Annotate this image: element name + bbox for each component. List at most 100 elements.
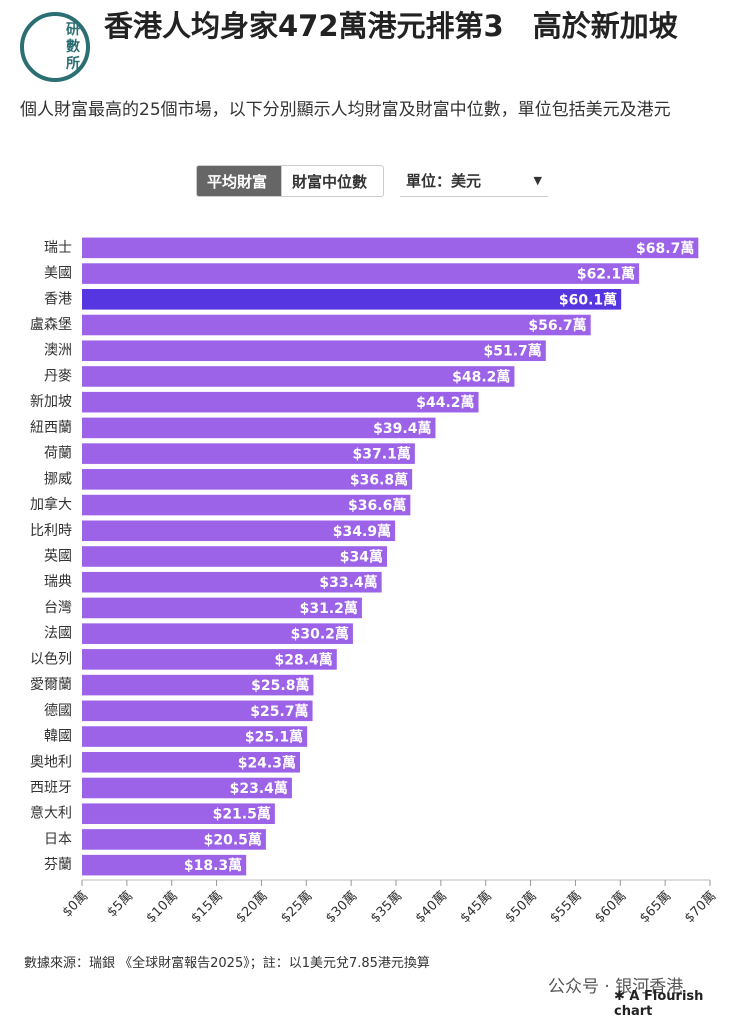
x-tick-label: $65萬 bbox=[637, 889, 674, 926]
bar bbox=[82, 494, 411, 516]
value-label: $51.7萬 bbox=[484, 343, 542, 360]
bar bbox=[82, 623, 353, 644]
y-tick-label: 愛爾蘭 bbox=[30, 677, 72, 693]
logo-char: 所 bbox=[66, 55, 80, 72]
bar bbox=[82, 674, 314, 696]
bar bbox=[82, 469, 413, 490]
y-tick-label: 丹麥 bbox=[44, 368, 72, 384]
value-label: $34萬 bbox=[340, 549, 383, 566]
dropdown-arrow: ▼ bbox=[533, 174, 542, 187]
x-tick-label: $30萬 bbox=[323, 889, 360, 926]
y-tick-label: 德國 bbox=[44, 703, 72, 719]
value-label: $60.1萬 bbox=[559, 291, 617, 308]
bar bbox=[82, 777, 292, 799]
bar bbox=[82, 443, 415, 464]
x-tick-label: $10萬 bbox=[144, 889, 181, 926]
value-label: $68.7萬 bbox=[636, 240, 694, 257]
bar bbox=[82, 289, 622, 310]
y-tick-label: 瑞士 bbox=[44, 240, 72, 256]
y-tick-label: 芬蘭 bbox=[44, 857, 72, 873]
dropdown-label: 單位：美元 bbox=[406, 172, 482, 190]
y-tick-label: 瑞典 bbox=[44, 574, 72, 590]
value-label: $56.7萬 bbox=[528, 317, 586, 334]
x-tick-label: $70萬 bbox=[682, 889, 719, 926]
value-label: $48.2萬 bbox=[452, 368, 510, 385]
bar bbox=[82, 263, 640, 284]
logo: 研 數 所 bbox=[20, 12, 90, 82]
bar bbox=[82, 391, 479, 413]
y-tick-label: 澳洲 bbox=[44, 343, 72, 359]
x-tick-label: $40萬 bbox=[413, 889, 450, 926]
y-tick-label: 奧地利 bbox=[30, 754, 72, 770]
x-tick-label: $25萬 bbox=[278, 889, 315, 926]
bar bbox=[82, 314, 591, 336]
value-label: $23.4萬 bbox=[230, 780, 288, 797]
y-tick-label: 日本 bbox=[44, 831, 72, 847]
subtitle: 個人財富最高的25個市場，以下分別顯示人均財富及財富中位數，單位包括美元及港元 bbox=[20, 100, 671, 120]
bar bbox=[82, 803, 275, 824]
y-tick-label: 荷蘭 bbox=[44, 446, 72, 462]
y-tick-label: 新加坡 bbox=[30, 394, 72, 410]
value-label: $21.5萬 bbox=[213, 806, 271, 823]
y-tick-label: 比利時 bbox=[30, 523, 72, 539]
x-tick-label: $50萬 bbox=[503, 889, 540, 926]
x-tick-label: $60萬 bbox=[592, 889, 629, 926]
chart: $0萬 $5萬 $10萬 $15萬 $20萬 $25萬 $30萬 $35萬 $40萬 $45萬 $5… bbox=[30, 237, 719, 926]
y-tick-label: 意大利 bbox=[30, 805, 72, 822]
value-label: $36.6萬 bbox=[348, 497, 406, 514]
value-label: $62.1萬 bbox=[577, 266, 635, 283]
y-tick-label: 以色列 bbox=[30, 650, 72, 667]
y-tick-label: 英國 bbox=[44, 548, 72, 565]
value-label: $25.1萬 bbox=[245, 729, 303, 746]
watermark: 公众号 · 银河香港 bbox=[548, 977, 684, 997]
y-tick-label: 法國 bbox=[44, 626, 72, 642]
x-tick-label: $0萬 bbox=[60, 889, 91, 920]
bar bbox=[82, 237, 699, 259]
y-tick-label: 紐西蘭 bbox=[30, 420, 72, 436]
bar bbox=[82, 751, 301, 773]
value-label: $37.1萬 bbox=[353, 446, 411, 463]
bar bbox=[82, 854, 247, 876]
source-note: 數據來源：瑞銀 《全球財富報告2025》；註：以1美元兌7.85港元換算 bbox=[24, 956, 430, 971]
value-label: $28.4萬 bbox=[274, 651, 332, 668]
value-label: $33.4萬 bbox=[319, 574, 377, 591]
bar bbox=[82, 700, 313, 722]
credit-text: A Flourish chart bbox=[614, 989, 704, 1019]
value-label: $20.5萬 bbox=[204, 831, 262, 848]
bar bbox=[82, 829, 266, 850]
bar bbox=[82, 417, 436, 439]
bar bbox=[82, 520, 396, 542]
tab[interactable]: 平均財富 bbox=[196, 165, 282, 197]
value-label: $24.3萬 bbox=[238, 754, 296, 771]
y-tick-label: 台灣 bbox=[44, 600, 72, 616]
dropdown[interactable]: 單位：美元 ▼ bbox=[400, 165, 548, 197]
x-tick-label: $35萬 bbox=[368, 889, 405, 926]
value-label: $25.7萬 bbox=[250, 703, 308, 720]
value-label: $36.8萬 bbox=[350, 471, 408, 488]
value-label: $34.9萬 bbox=[333, 523, 391, 540]
value-label: $44.2萬 bbox=[416, 394, 474, 411]
x-tick-label: $45萬 bbox=[458, 889, 495, 926]
y-tick-label: 美國 bbox=[44, 266, 72, 282]
bar bbox=[82, 726, 308, 747]
title: 香港人均身家472萬港元排第3 高於新加坡 bbox=[104, 9, 678, 43]
logo-char: 數 bbox=[66, 38, 80, 55]
logo-char: 研 bbox=[66, 21, 80, 38]
x-tick-label: $20萬 bbox=[233, 889, 270, 926]
x-tick-label: $55萬 bbox=[547, 889, 584, 926]
y-tick-label: 盧森堡 bbox=[30, 317, 72, 333]
y-tick-label: 加拿大 bbox=[30, 496, 72, 513]
y-tick-label: 香港 bbox=[44, 291, 72, 307]
bar bbox=[82, 366, 515, 387]
bar bbox=[82, 597, 362, 619]
x-tick-label: $15萬 bbox=[189, 889, 226, 926]
bar bbox=[82, 649, 337, 670]
credit: ✱ A Flourish chart bbox=[614, 989, 704, 1019]
y-tick-label: 韓國 bbox=[44, 729, 72, 745]
value-label: $39.4萬 bbox=[373, 420, 431, 437]
value-label: $31.2萬 bbox=[300, 600, 358, 617]
tab[interactable]: 財富中位數 bbox=[281, 165, 384, 197]
value-label: $18.3萬 bbox=[184, 857, 242, 874]
value-label: $25.8萬 bbox=[251, 677, 309, 694]
